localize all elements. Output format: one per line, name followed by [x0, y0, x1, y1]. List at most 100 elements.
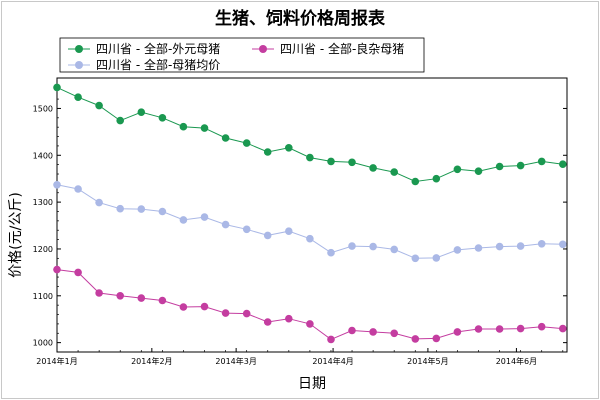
data-point [474, 244, 483, 252]
data-point [390, 245, 399, 254]
data-point [263, 231, 272, 240]
y-axis-label: 价格(元/公斤) [8, 192, 24, 278]
data-point [559, 324, 567, 333]
data-point [200, 213, 209, 221]
data-point [306, 153, 314, 162]
data-point [116, 204, 124, 213]
data-point [306, 234, 314, 243]
x-tick-label: 2014年3月 [215, 356, 256, 366]
data-point [221, 220, 230, 229]
plot-border [56, 77, 568, 353]
data-point [495, 325, 504, 333]
data-point [137, 108, 146, 116]
data-point [74, 185, 82, 193]
data-point [432, 174, 441, 183]
data-point [179, 303, 188, 311]
data-point [495, 242, 504, 251]
data-point [369, 164, 377, 172]
data-point [369, 328, 377, 336]
data-point [200, 302, 209, 311]
data-point [95, 289, 103, 297]
legend-marker [259, 45, 267, 53]
data-point [390, 168, 399, 176]
data-point [348, 326, 356, 335]
data-point [53, 181, 61, 189]
data-point [158, 296, 167, 305]
y-tick-label: 1400 [33, 151, 53, 160]
data-point [516, 242, 525, 250]
x-tick-label: 2014年4月 [312, 356, 353, 366]
series-2 [53, 265, 567, 344]
data-point [221, 134, 230, 142]
data-point [495, 162, 504, 171]
y-tick-label: 1100 [33, 292, 53, 301]
legend-label: 四川省 - 全部-良杂母猪 [280, 41, 404, 56]
series-1 [53, 83, 567, 186]
data-point [263, 148, 272, 156]
x-tick-label: 2014年1月 [36, 356, 77, 366]
data-point [179, 216, 188, 224]
data-point [537, 157, 546, 166]
data-point [559, 160, 567, 168]
data-point [158, 114, 167, 122]
data-point [137, 205, 146, 213]
data-point [432, 334, 441, 343]
data-point [285, 314, 293, 323]
data-point [559, 240, 567, 249]
data-point [221, 309, 230, 317]
data-point [411, 177, 420, 186]
legend-marker [75, 45, 83, 53]
x-tick-label: 2014年5月 [407, 356, 448, 366]
data-point [285, 227, 293, 235]
data-point [137, 294, 146, 302]
series-line [56, 86, 563, 183]
x-tick-label: 2014年6月 [496, 356, 537, 366]
series-line [56, 269, 563, 340]
data-point [200, 124, 209, 132]
y-tick-label: 1500 [33, 104, 53, 113]
data-point [242, 309, 251, 318]
data-point [432, 254, 441, 262]
legend-box [59, 37, 425, 73]
data-point [327, 248, 335, 257]
data-point [411, 254, 420, 263]
data-point [453, 328, 462, 336]
plot-area: 1000 1100 1200 1300 1400 1500 2014年1月 2014年2月 20… [33, 77, 568, 366]
data-point [537, 322, 546, 331]
data-point [474, 325, 483, 333]
legend-label: 四川省 - 全部-外元母猪 [96, 41, 220, 56]
data-point [116, 116, 124, 125]
y-tick-label: 1000 [33, 339, 53, 348]
data-point [74, 268, 82, 277]
x-axis-label: 日期 [298, 376, 326, 392]
data-point [158, 207, 167, 216]
data-point [306, 320, 314, 328]
data-point [242, 139, 251, 147]
data-point [95, 101, 103, 110]
data-point [537, 240, 546, 248]
data-point [369, 242, 377, 251]
data-point [179, 122, 188, 131]
data-point [116, 292, 124, 300]
y-tick-label: 1300 [33, 198, 53, 207]
data-point [327, 157, 335, 166]
data-point [453, 165, 462, 174]
data-point [348, 242, 356, 250]
data-point [348, 158, 356, 167]
data-point [53, 265, 61, 274]
data-point [411, 335, 420, 343]
data-point [474, 167, 483, 175]
y-tick-label: 1200 [33, 245, 53, 254]
x-tick-label: 2014年2月 [131, 356, 172, 366]
chart-title: 生猪、饲料价格周报表 [215, 8, 386, 29]
data-point [516, 324, 525, 333]
series-3 [53, 181, 567, 263]
data-point [285, 144, 293, 152]
data-point [242, 225, 251, 234]
data-point [74, 93, 82, 101]
data-point [263, 318, 272, 326]
legend-label: 四川省 - 全部-母猪均价 [96, 57, 220, 72]
data-point [53, 83, 61, 92]
